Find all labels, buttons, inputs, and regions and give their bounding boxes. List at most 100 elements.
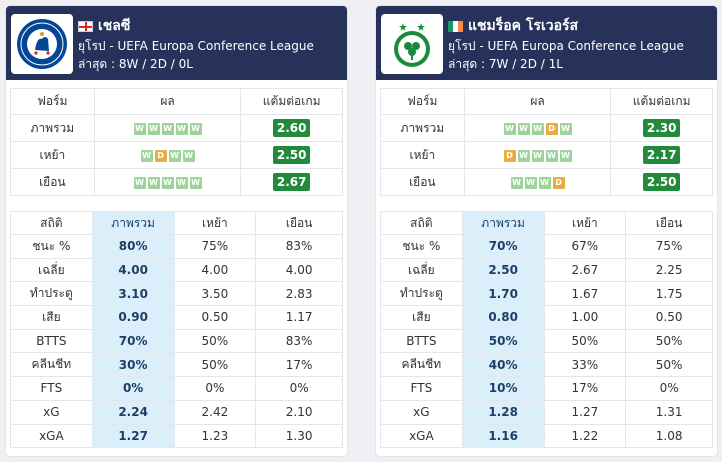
stat-away-value: 0% [255, 376, 343, 401]
stat-overall-value: 70% [461, 234, 545, 259]
ppg-value: 2.60 [272, 119, 311, 137]
ppg-value: 2.67 [272, 173, 311, 191]
stat-home-value: 67% [543, 234, 627, 259]
home-header: เหย้า [543, 211, 627, 235]
stat-home-value: 17% [543, 376, 627, 401]
shamrock-rovers-crest-icon[interactable] [381, 14, 443, 74]
form-row-label: เหย้า [10, 141, 95, 169]
chelsea-crest-icon[interactable] [11, 14, 73, 74]
stat-home-value: 50% [173, 352, 257, 378]
stat-overall-value: 1.16 [461, 423, 545, 449]
stat-row: BTTS 70% 50% 83% [10, 328, 343, 354]
result-badge-win: W [175, 122, 188, 135]
stat-overall-value: 0.80 [461, 305, 545, 330]
stats-body: ชนะ % 70% 67% 75% เฉลี่ย 2.50 2.67 2.25 ทำประตู 1… [380, 234, 713, 449]
stat-label: xG [380, 399, 463, 425]
stat-away-value: 2.10 [255, 399, 343, 425]
stat-header: สถิติ [10, 211, 93, 235]
form-row-label: เยือน [380, 168, 465, 196]
stat-label: ทำประตู [380, 281, 463, 307]
result-badge-win: W [133, 122, 146, 135]
team-name[interactable]: แชมร็อค โรเวอร์ส [448, 15, 578, 37]
stat-label: BTTS [10, 328, 93, 354]
team-name-label[interactable]: เชลซี [98, 18, 131, 34]
stat-home-value: 33% [543, 352, 627, 378]
stat-overall-value: 10% [461, 376, 545, 401]
stat-away-value: 1.31 [625, 399, 713, 425]
stat-home-value: 1.67 [543, 281, 627, 307]
stat-overall-value: 0.90 [91, 305, 175, 330]
result-badge-draw: D [545, 122, 558, 135]
stat-home-value: 1.22 [543, 423, 627, 449]
competition-label: ยุโรป - UEFA Europa Conference League [78, 39, 314, 53]
stat-home-value: 4.00 [173, 257, 257, 283]
result-badge-win: W [538, 176, 551, 189]
ppg-header: แต้มต่อเกม [610, 88, 713, 115]
overall-header: ภาพรวม [91, 211, 175, 235]
result-badge-win: W [503, 122, 516, 135]
stat-label: xG [10, 399, 93, 425]
stat-row: คลีนชีท 30% 50% 17% [10, 352, 343, 378]
team-card-shamrock-rovers: แชมร็อค โรเวอร์ส ยุโรป - UEFA Europa Con… [376, 6, 717, 456]
form-row-label: เยือน [10, 168, 95, 196]
form-header: ฟอร์ม [10, 88, 95, 115]
stat-overall-value: 30% [91, 352, 175, 378]
result-badge-win: W [510, 176, 523, 189]
stat-home-value: 1.23 [173, 423, 257, 449]
last-results-summary: ล่าสุด : 7W / 2D / 1L [448, 57, 563, 71]
result-badge-draw: D [552, 176, 565, 189]
result-badge-win: W [517, 122, 530, 135]
stat-overall-value: 1.28 [461, 399, 545, 425]
form-row-label: ภาพรวม [10, 114, 95, 142]
team-name[interactable]: เชลซี [78, 15, 130, 37]
stat-label: เฉลี่ย [10, 257, 93, 283]
result-badge-win: W [133, 176, 146, 189]
stat-away-value: 50% [625, 352, 713, 378]
stat-row: FTS 0% 0% 0% [10, 376, 343, 401]
stat-row: xG 1.28 1.27 1.31 [380, 399, 713, 425]
result-badge-win: W [517, 149, 530, 162]
results-header: ผล [93, 88, 242, 115]
result-badge-win: W [147, 122, 160, 135]
stat-home-value: 1.00 [543, 305, 627, 330]
results-header: ผล [463, 88, 612, 115]
stat-label: เสีย [380, 305, 463, 330]
away-header: เยือน [255, 211, 343, 235]
result-badge-win: W [175, 176, 188, 189]
last-results-summary: ล่าสุด : 8W / 2D / 0L [78, 57, 193, 71]
stat-overall-value: 70% [91, 328, 175, 354]
stat-overall-value: 3.10 [91, 281, 175, 307]
stat-overall-value: 1.27 [91, 423, 175, 449]
result-badge-win: W [161, 176, 174, 189]
home-header: เหย้า [173, 211, 257, 235]
result-badge-win: W [524, 176, 537, 189]
stat-row: เสีย 0.80 1.00 0.50 [380, 305, 713, 330]
stat-label: เฉลี่ย [380, 257, 463, 283]
stat-home-value: 50% [173, 328, 257, 354]
form-row-label: ภาพรวม [380, 114, 465, 142]
stat-label: FTS [380, 376, 463, 401]
stat-away-value: 2.83 [255, 281, 343, 307]
stat-away-value: 17% [255, 352, 343, 378]
stat-label: xGA [380, 423, 463, 449]
stat-overall-value: 40% [461, 352, 545, 378]
stat-label: BTTS [380, 328, 463, 354]
stats-table: สถิติ ภาพรวม เหย้า เยือน ชนะ % 70% 67% 75% เ… [380, 211, 713, 449]
stat-row: ทำประตู 1.70 1.67 1.75 [380, 281, 713, 307]
stat-home-value: 2.67 [543, 257, 627, 283]
stat-home-value: 3.50 [173, 281, 257, 307]
stat-label: ชนะ % [10, 234, 93, 259]
stat-home-value: 2.42 [173, 399, 257, 425]
ppg-value: 2.50 [272, 146, 311, 164]
team-name-label[interactable]: แชมร็อค โรเวอร์ส [468, 18, 579, 34]
competition-label: ยุโรป - UEFA Europa Conference League [448, 39, 684, 53]
